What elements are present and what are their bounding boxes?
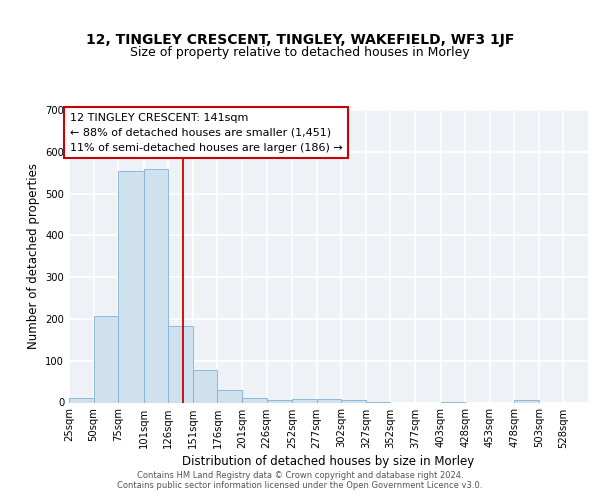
Text: Contains HM Land Registry data © Crown copyright and database right 2024.: Contains HM Land Registry data © Crown c… [137, 472, 463, 480]
Bar [168, 326, 193, 402]
Bar [242, 398, 266, 402]
Text: Size of property relative to detached houses in Morley: Size of property relative to detached ho… [130, 46, 470, 59]
X-axis label: Distribution of detached houses by size in Morley: Distribution of detached houses by size … [182, 454, 475, 468]
Text: Contains public sector information licensed under the Open Government Licence v3: Contains public sector information licen… [118, 482, 482, 490]
Bar [94, 316, 118, 402]
Bar [292, 399, 317, 402]
Bar [266, 400, 292, 402]
Bar [317, 399, 341, 402]
Text: 12 TINGLEY CRESCENT: 141sqm
← 88% of detached houses are smaller (1,451)
11% of : 12 TINGLEY CRESCENT: 141sqm ← 88% of det… [70, 113, 343, 152]
Bar [69, 398, 94, 402]
Bar [144, 168, 168, 402]
Bar [193, 370, 217, 402]
Y-axis label: Number of detached properties: Number of detached properties [27, 163, 40, 349]
Text: 12, TINGLEY CRESCENT, TINGLEY, WAKEFIELD, WF3 1JF: 12, TINGLEY CRESCENT, TINGLEY, WAKEFIELD… [86, 33, 514, 47]
Bar [341, 400, 366, 402]
Bar [118, 170, 144, 402]
Bar [217, 390, 242, 402]
Bar [514, 400, 539, 402]
